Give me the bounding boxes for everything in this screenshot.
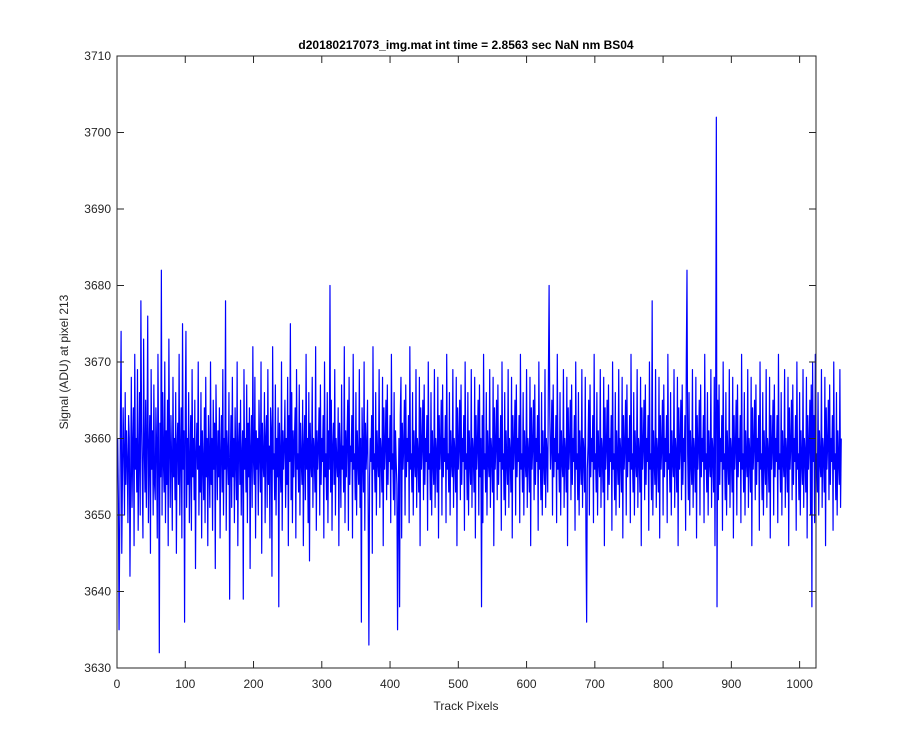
y-axis-ticks: 3630 3640 3650 3660 3670 3680 3690 3700 3710 [84,49,816,675]
y-tick-label: 3710 [84,49,111,63]
y-tick-label: 3690 [84,202,111,216]
x-tick-label: 900 [721,677,741,691]
signal-series-line [117,116,842,654]
y-tick-label: 3650 [84,508,111,522]
x-tick-label: 700 [585,677,605,691]
x-tick-label: 500 [448,677,468,691]
plot-area [117,56,816,668]
x-tick-label: 100 [175,677,195,691]
y-tick-label: 3630 [84,661,111,675]
y-tick-label: 3660 [84,432,111,446]
axes-box [116,55,817,669]
y-tick-label: 3700 [84,126,111,140]
x-tick-label: 600 [517,677,537,691]
chart-title: d20180217073_img.mat int time = 2.8563 s… [298,38,634,52]
x-tick-label: 800 [653,677,673,691]
x-axis-label: Track Pixels [434,699,499,713]
y-tick-label: 3640 [84,585,111,599]
y-tick-label: 3670 [84,355,111,369]
y-axis-label: Signal (ADU) at pixel 213 [57,294,71,429]
x-tick-label: 1000 [786,677,813,691]
x-tick-label: 0 [114,677,121,691]
x-tick-label: 400 [380,677,400,691]
x-tick-label: 200 [244,677,264,691]
y-tick-label: 3680 [84,279,111,293]
x-tick-label: 300 [312,677,332,691]
x-axis-ticks: 0 100 200 300 400 500 600 700 800 900 1000 [114,56,813,691]
